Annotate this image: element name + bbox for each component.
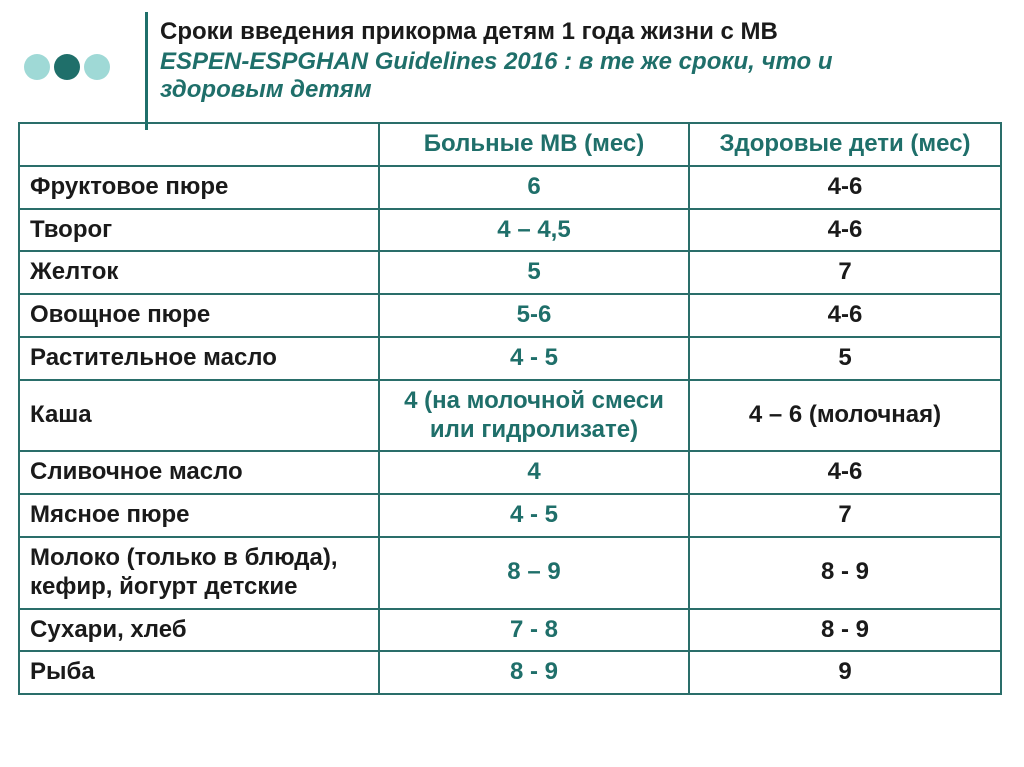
- vertical-bar: [145, 12, 148, 130]
- table-row: Желток57: [19, 251, 1001, 294]
- row-label: Овощное пюре: [19, 294, 379, 337]
- row-mv-value: 6: [379, 166, 689, 209]
- row-healthy-value: 5: [689, 337, 1001, 380]
- table-row: Творог4 – 4,54-6: [19, 209, 1001, 252]
- title-line-2: ESPEN-ESPGHAN Guidelines 2016 : в те же …: [160, 48, 994, 76]
- table-row: Сухари, хлеб7 - 88 - 9: [19, 609, 1001, 652]
- row-healthy-value: 4-6: [689, 209, 1001, 252]
- row-mv-value: 4: [379, 451, 689, 494]
- row-label: Желток: [19, 251, 379, 294]
- decorative-dots: [24, 54, 110, 80]
- row-healthy-value: 9: [689, 651, 1001, 694]
- header-blank: [19, 123, 379, 166]
- table-row: Растительное масло4 - 55: [19, 337, 1001, 380]
- row-label: Творог: [19, 209, 379, 252]
- row-mv-value: 4 (на молочной смеси или гидролизате): [379, 380, 689, 452]
- title-line-3: здоровым детям: [160, 76, 994, 104]
- header-mv: Больные МВ (мес): [379, 123, 689, 166]
- row-label: Сухари, хлеб: [19, 609, 379, 652]
- row-mv-value: 4 - 5: [379, 494, 689, 537]
- row-mv-value: 4 - 5: [379, 337, 689, 380]
- table-row: Овощное пюре5-64-6: [19, 294, 1001, 337]
- row-mv-value: 4 – 4,5: [379, 209, 689, 252]
- dot-2: [54, 54, 80, 80]
- table-header-row: Больные МВ (мес) Здоровые дети (мес): [19, 123, 1001, 166]
- row-mv-value: 5-6: [379, 294, 689, 337]
- row-label: Мясное пюре: [19, 494, 379, 537]
- row-label: Каша: [19, 380, 379, 452]
- row-healthy-value: 8 - 9: [689, 537, 1001, 609]
- dot-1: [24, 54, 50, 80]
- slide-header: Сроки введения прикорма детям 1 года жиз…: [0, 0, 1024, 116]
- row-label: Рыба: [19, 651, 379, 694]
- header-healthy: Здоровые дети (мес): [689, 123, 1001, 166]
- row-healthy-value: 8 - 9: [689, 609, 1001, 652]
- row-healthy-value: 4-6: [689, 166, 1001, 209]
- feeding-table: Больные МВ (мес) Здоровые дети (мес) Фру…: [18, 122, 1002, 695]
- row-healthy-value: 7: [689, 251, 1001, 294]
- table-row: Фруктовое пюре64-6: [19, 166, 1001, 209]
- table-row: Сливочное масло44-6: [19, 451, 1001, 494]
- row-mv-value: 8 - 9: [379, 651, 689, 694]
- row-healthy-value: 4 – 6 (молочная): [689, 380, 1001, 452]
- table-body: Фруктовое пюре64-6Творог4 – 4,54-6Желток…: [19, 166, 1001, 694]
- row-label: Молоко (только в блюда), кефир, йогурт д…: [19, 537, 379, 609]
- row-mv-value: 5: [379, 251, 689, 294]
- table-row: Молоко (только в блюда), кефир, йогурт д…: [19, 537, 1001, 609]
- row-healthy-value: 4-6: [689, 451, 1001, 494]
- dot-3: [84, 54, 110, 80]
- table-row: Мясное пюре4 - 57: [19, 494, 1001, 537]
- row-healthy-value: 4-6: [689, 294, 1001, 337]
- row-mv-value: 8 – 9: [379, 537, 689, 609]
- row-label: Растительное масло: [19, 337, 379, 380]
- title-line-1: Сроки введения прикорма детям 1 года жиз…: [160, 18, 994, 46]
- row-label: Сливочное масло: [19, 451, 379, 494]
- row-label: Фруктовое пюре: [19, 166, 379, 209]
- table-row: Каша4 (на молочной смеси или гидролизате…: [19, 380, 1001, 452]
- table-row: Рыба8 - 99: [19, 651, 1001, 694]
- row-mv-value: 7 - 8: [379, 609, 689, 652]
- row-healthy-value: 7: [689, 494, 1001, 537]
